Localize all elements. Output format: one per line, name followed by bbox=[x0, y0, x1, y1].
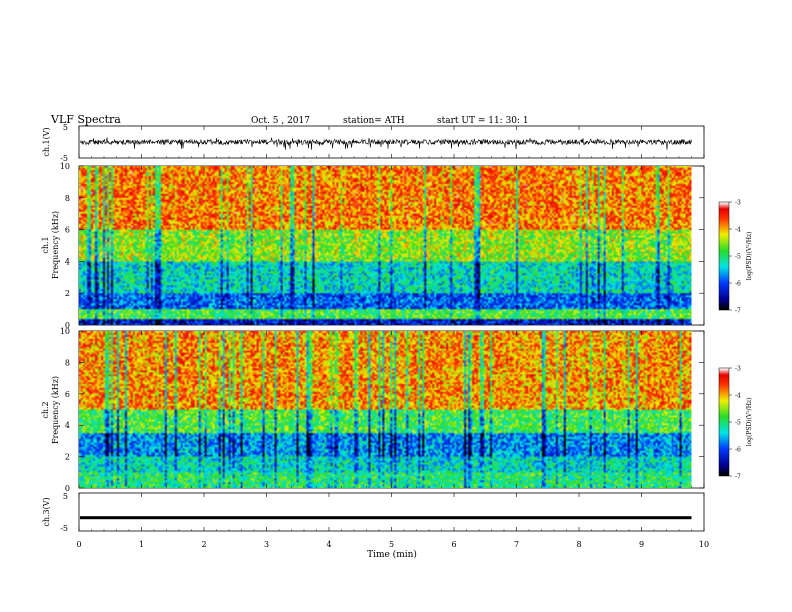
time-tick-label: 10 bbox=[699, 540, 709, 549]
ch3-waveform-ylabel: ch.3(V) bbox=[42, 497, 51, 526]
station-label: station= ATH bbox=[343, 116, 405, 126]
ch1-waveform-trace bbox=[79, 137, 692, 150]
freq-tick-label: 4 bbox=[65, 257, 70, 266]
ch2-spectrogram-image bbox=[79, 331, 692, 488]
colorbar-tick-label: -4 bbox=[735, 393, 741, 400]
time-tick-label: 0 bbox=[76, 540, 81, 549]
start-time-label: start UT = 11: 30: 1 bbox=[437, 116, 529, 126]
freq-tick-label: 10 bbox=[60, 327, 70, 336]
time-tick-label: 5 bbox=[389, 540, 394, 549]
time-tick-label: 2 bbox=[201, 540, 206, 549]
time-tick-label: 6 bbox=[451, 540, 456, 549]
colorbar-tick-label: -5 bbox=[735, 254, 741, 261]
ch1-ytick-top: 5 bbox=[63, 123, 68, 132]
time-tick-label: 9 bbox=[639, 540, 644, 549]
date-label: Oct. 5 , 2017 bbox=[251, 116, 310, 126]
ch3-waveform-trace bbox=[80, 516, 692, 520]
ch1-spectrogram-yticks: 0 2 4 6 8 10 bbox=[60, 162, 704, 330]
freq-tick-label: 2 bbox=[65, 453, 70, 462]
freq-tick-label: 2 bbox=[65, 289, 70, 298]
ch3-ytick-bottom: -5 bbox=[60, 524, 68, 533]
time-tick-label: 3 bbox=[264, 540, 269, 549]
ch1-colorbar-ticks: -3 -4 -5 -6 -7 bbox=[729, 200, 741, 315]
colorbar-tick-label: -6 bbox=[735, 447, 741, 454]
colorbar-tick-label: -4 bbox=[735, 227, 741, 234]
ch1-waveform-ylabel: ch.1(V) bbox=[42, 127, 51, 156]
colorbar-tick-label: -7 bbox=[735, 474, 741, 481]
ch3-ytick-top: 5 bbox=[63, 492, 68, 501]
time-axis-ticks: 0 1 2 3 4 5 6 7 8 9 10 bbox=[76, 126, 709, 549]
colorbar-tick-label: -3 bbox=[735, 366, 741, 373]
ch3-waveform-panel: 5 -5 ch.3(V) bbox=[42, 492, 705, 533]
ch3-waveform-frame bbox=[78, 492, 705, 532]
ch1-spectrogram-ylabel-2: Frequency (kHz) bbox=[51, 211, 60, 279]
ch1-ytick-bottom: -5 bbox=[60, 154, 68, 163]
ch2-spectrogram-ylabel-2: Frequency (kHz) bbox=[51, 376, 60, 444]
ch2-colorbar-label: log(PSD)(V²/Hz) bbox=[746, 398, 753, 447]
header: VLF Spectra Oct. 5 , 2017 station= ATH s… bbox=[50, 113, 529, 126]
ch1-spectrogram-ylabel-1: ch.1 bbox=[41, 236, 50, 253]
ch1-spectrogram-image bbox=[79, 166, 692, 325]
time-axis-label: Time (min) bbox=[367, 549, 417, 560]
time-axis: 0 1 2 3 4 5 6 7 8 9 10 Time (min) bbox=[76, 126, 709, 560]
ch1-colorbar-label: log(PSD)(V²/Hz) bbox=[746, 232, 753, 281]
ch2-colorbar-image bbox=[719, 368, 729, 476]
ch1-colorbar-image bbox=[719, 202, 729, 310]
time-tick-label: 7 bbox=[514, 540, 519, 549]
figure-title: VLF Spectra bbox=[50, 113, 121, 126]
freq-tick-label: 0 bbox=[65, 484, 70, 493]
colorbar-tick-label: -7 bbox=[735, 308, 741, 315]
time-tick-label: 8 bbox=[576, 540, 581, 549]
colorbar-tick-label: -6 bbox=[735, 281, 741, 288]
time-tick-label: 4 bbox=[326, 540, 331, 549]
freq-tick-label: 8 bbox=[65, 194, 70, 203]
freq-tick-label: 8 bbox=[65, 358, 70, 367]
ch2-spectrogram-ylabel-1: ch.2 bbox=[41, 401, 50, 418]
freq-tick-label: 6 bbox=[65, 226, 70, 235]
freq-tick-label: 6 bbox=[65, 390, 70, 399]
ch2-colorbar-ticks: -3 -4 -5 -6 -7 bbox=[729, 366, 741, 481]
colorbar-tick-label: -3 bbox=[735, 200, 741, 207]
ch2-spectrogram-yticks: 0 2 4 6 8 10 bbox=[60, 327, 704, 493]
freq-tick-label: 0 bbox=[65, 321, 70, 330]
ch1-waveform-panel: 5 -5 ch.1(V) bbox=[42, 123, 705, 163]
freq-tick-label: 4 bbox=[65, 421, 70, 430]
time-tick-label: 1 bbox=[139, 540, 144, 549]
freq-tick-label: 10 bbox=[60, 162, 70, 171]
colorbar-tick-label: -5 bbox=[735, 420, 741, 427]
